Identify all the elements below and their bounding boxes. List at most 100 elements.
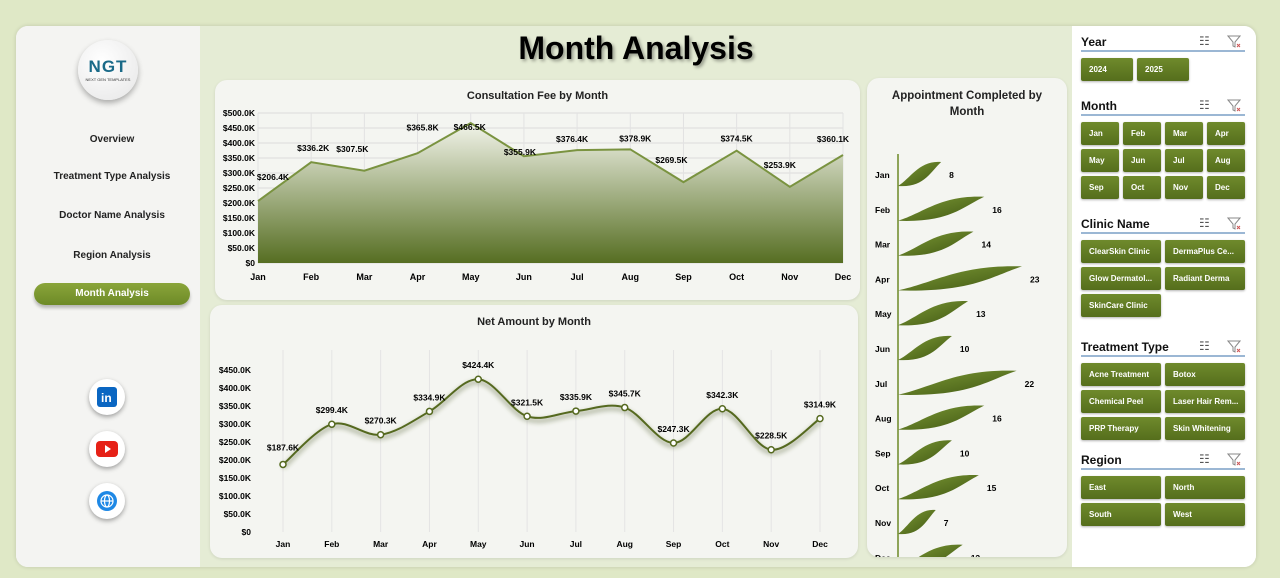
bar-leaf [898, 266, 1022, 291]
data-point [523, 412, 531, 421]
slicer-title: Clinic Name [1081, 214, 1245, 234]
nav-doctor-name-analysis[interactable]: Doctor Name Analysis [59, 210, 165, 221]
y-tick-label: $200.0K [219, 455, 252, 465]
svg-text:in: in [101, 391, 112, 405]
x-tick-label: May [462, 272, 480, 282]
slicer-option[interactable]: 2025 [1137, 58, 1189, 81]
x-tick-label: Jan [276, 539, 291, 549]
slicer-option[interactable]: Nov [1165, 176, 1203, 199]
data-label: $334.9K [413, 392, 446, 402]
youtube-icon[interactable] [89, 431, 125, 467]
x-tick-label: May [470, 539, 487, 549]
slicer-option[interactable]: May [1081, 149, 1119, 172]
clear-filter-icon[interactable] [1226, 339, 1242, 356]
slicer-option[interactable]: Chemical Peel [1081, 390, 1161, 413]
clear-filter-icon[interactable] [1226, 98, 1242, 115]
data-label: 8 [949, 170, 954, 180]
y-tick-label: Mar [875, 240, 891, 250]
y-tick-label: $250.0K [223, 183, 256, 193]
dashboard: NGT NEXT GEN TEMPLATES Overview Treatment … [16, 26, 1256, 567]
y-tick-label: Dec [875, 553, 891, 557]
data-label: 7 [944, 518, 949, 528]
x-tick-label: Jul [570, 539, 582, 549]
data-label: $342.3K [706, 390, 739, 400]
slicer-option[interactable]: Apr [1207, 122, 1245, 145]
x-tick-label: Feb [324, 539, 339, 549]
multi-select-icon[interactable]: ☷ [1199, 452, 1210, 466]
linkedin-icon[interactable]: in [89, 379, 125, 415]
slicer-option[interactable]: Oct [1123, 176, 1161, 199]
data-label: $466.5K [454, 122, 487, 132]
slicer-option[interactable]: Botox [1165, 363, 1245, 386]
slicer-option[interactable]: East [1081, 476, 1161, 499]
slicer-option[interactable]: Mar [1165, 122, 1203, 145]
y-tick-label: $300.0K [219, 419, 252, 429]
slicer-option[interactable]: Jul [1165, 149, 1203, 172]
slicer-clinic-name: Clinic Name ☷ ClearSkin Clinic DermaPlus Ce… [1081, 214, 1245, 317]
slicer-option[interactable]: Jan [1081, 122, 1119, 145]
nav-region-analysis[interactable]: Region Analysis [73, 250, 151, 261]
slicer-option[interactable]: Glow Dermatol... [1081, 267, 1161, 290]
slicer-option[interactable]: Radiant Derma [1165, 267, 1245, 290]
data-point [620, 403, 629, 412]
slicer-region: Region ☷ East North South West [1081, 450, 1245, 526]
multi-select-icon[interactable]: ☷ [1199, 339, 1210, 353]
data-label: $314.9K [804, 400, 837, 410]
y-tick-label: $400.0K [223, 138, 256, 148]
slicer-option[interactable]: Skin Whitening [1165, 417, 1245, 440]
y-tick-label: Oct [875, 483, 889, 493]
x-tick-label: Apr [410, 272, 426, 282]
clear-filter-icon[interactable] [1226, 216, 1242, 233]
slicer-option[interactable]: West [1165, 503, 1245, 526]
slicer-option[interactable]: North [1165, 476, 1245, 499]
slicer-option[interactable]: Aug [1207, 149, 1245, 172]
slicer-option[interactable]: Feb [1123, 122, 1161, 145]
globe-icon[interactable] [89, 483, 125, 519]
x-tick-label: Apr [422, 539, 437, 549]
y-tick-label: Sep [875, 448, 891, 458]
bar-leaf [898, 301, 969, 326]
multi-select-icon[interactable]: ☷ [1199, 34, 1210, 48]
y-tick-label: $200.0K [223, 198, 256, 208]
slicer-option[interactable]: Acne Treatment [1081, 363, 1161, 386]
line-shadow [281, 380, 822, 470]
slicer-option[interactable]: Laser Hair Rem... [1165, 390, 1245, 413]
data-label: 23 [1030, 274, 1040, 284]
data-label: $376.4K [556, 134, 589, 144]
multi-select-icon[interactable]: ☷ [1199, 216, 1210, 230]
sidebar: NGT NEXT GEN TEMPLATES Overview Treatment … [16, 26, 200, 567]
clear-filter-icon[interactable] [1226, 34, 1242, 51]
x-tick-label: Feb [303, 272, 320, 282]
y-tick-label: $450.0K [219, 365, 252, 375]
data-point [474, 375, 483, 383]
nav-overview[interactable]: Overview [89, 134, 135, 145]
multi-select-icon[interactable]: ☷ [1199, 98, 1210, 112]
slicer-option[interactable]: 2024 [1081, 58, 1133, 81]
slicer-option[interactable]: Dec [1207, 176, 1245, 199]
slicer-title: Year [1081, 32, 1245, 52]
y-tick-label: $250.0K [219, 437, 252, 447]
data-label: $269.5K [655, 155, 688, 165]
nav-month-analysis[interactable]: Month Analysis [34, 283, 190, 305]
nav-treatment-type-analysis[interactable]: Treatment Type Analysis [53, 171, 171, 182]
slicer-option[interactable]: PRP Therapy [1081, 417, 1161, 440]
x-tick-label: Aug [622, 272, 640, 282]
y-tick-label: $50.0K [228, 243, 256, 253]
y-tick-label: $100.0K [223, 228, 256, 238]
slicer-option[interactable]: Jun [1123, 149, 1161, 172]
y-tick-label: Jun [875, 344, 890, 354]
x-tick-label: Oct [729, 272, 744, 282]
bar-leaf [898, 509, 936, 535]
slicer-treatment-type: Treatment Type ☷ Acne Treatment Botox Chemic… [1081, 337, 1245, 440]
x-tick-label: Oct [715, 539, 729, 549]
slicer-option[interactable]: South [1081, 503, 1161, 526]
slicer-option[interactable]: Sep [1081, 176, 1119, 199]
x-tick-label: Mar [373, 539, 389, 549]
slicer-option[interactable]: ClearSkin Clinic [1081, 240, 1161, 263]
y-tick-label: $0 [246, 258, 256, 268]
slicer-option[interactable]: DermaPlus Ce... [1165, 240, 1245, 263]
clear-filter-icon[interactable] [1226, 452, 1242, 469]
bar-leaf [898, 440, 952, 465]
slicer-option[interactable]: SkinCare Clinic [1081, 294, 1161, 317]
data-label: $355.9K [504, 147, 537, 157]
